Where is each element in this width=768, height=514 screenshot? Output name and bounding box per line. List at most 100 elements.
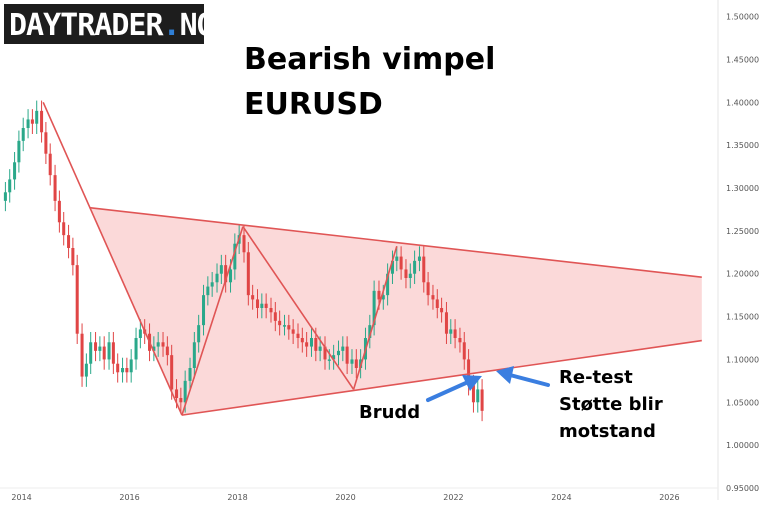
candle-body — [111, 342, 115, 364]
candle-body — [287, 325, 291, 330]
y-tick-label: 1.35000 — [726, 141, 759, 150]
candle-body — [467, 359, 471, 386]
y-tick-labels: 1.50000 1.45000 1.40000 1.35000 1.30000 1.250… — [726, 13, 759, 493]
y-tick-label: 1.50000 — [726, 13, 759, 22]
candle-body — [84, 363, 88, 377]
candle-body — [219, 265, 223, 274]
candle-body — [327, 359, 331, 361]
candle-body — [318, 346, 322, 351]
candle-body — [175, 389, 179, 398]
candle-body — [53, 175, 57, 201]
candle-body — [273, 312, 277, 321]
candle-body — [62, 222, 66, 236]
candle-body — [350, 359, 354, 364]
candle-body — [197, 325, 201, 343]
candle-body — [417, 256, 421, 261]
lower-trendline — [181, 339, 702, 416]
x-tick-label: 2024 — [551, 493, 571, 502]
candle-body — [246, 252, 250, 296]
candle-body — [161, 342, 165, 347]
candle-body — [170, 355, 174, 390]
candle-body — [134, 338, 138, 360]
candle-body — [399, 256, 403, 270]
candle-body — [30, 119, 34, 124]
candle-body — [390, 260, 394, 274]
candle-body — [381, 295, 385, 300]
x-tick-label: 2020 — [335, 493, 355, 502]
chart-title-line1: Bearish vimpel — [244, 42, 495, 77]
candle-body — [57, 200, 61, 223]
candle-body — [278, 320, 282, 326]
candle-body — [462, 342, 466, 360]
annotation-retest-line3: motstand — [559, 421, 656, 442]
flagpole-line — [42, 101, 183, 416]
candle-body — [233, 243, 237, 270]
zigzag-up-2 — [352, 246, 398, 390]
y-tick-label: 1.30000 — [726, 184, 759, 193]
candle-body — [229, 269, 233, 283]
logo-text-main: DAYTRADER — [9, 8, 164, 43]
candle-body — [282, 325, 287, 327]
candle-body — [202, 295, 206, 326]
annotation-retest-line2: Støtte blir — [559, 394, 663, 415]
candle-body — [453, 329, 457, 338]
y-tick-label: 0.95000 — [726, 484, 759, 493]
candle-body — [368, 325, 372, 338]
x-tick-label: 2014 — [11, 493, 31, 502]
candle-body — [458, 338, 462, 343]
y-tick-label: 1.05000 — [726, 398, 759, 407]
candle-body — [125, 368, 129, 373]
candle-body — [210, 282, 214, 287]
candle-body — [94, 342, 98, 351]
candle-body — [98, 346, 102, 351]
x-tick-label: 2016 — [119, 493, 139, 502]
candle-body — [242, 235, 246, 253]
y-tick-label: 1.40000 — [726, 98, 759, 107]
logo-text-dot: . — [163, 8, 180, 43]
candle-body — [67, 235, 71, 248]
candle-body — [377, 290, 381, 300]
candle-body — [449, 329, 453, 334]
candle-body — [152, 346, 156, 351]
candle-body — [440, 308, 444, 313]
candle-body — [13, 162, 17, 180]
candle-body — [179, 398, 183, 403]
y-tick-label: 1.00000 — [726, 441, 759, 450]
candle-body — [426, 282, 430, 296]
candle-body — [192, 342, 196, 368]
candle-body — [188, 368, 192, 381]
candle-body — [107, 342, 111, 360]
candle-body — [296, 333, 300, 338]
candle-body — [17, 140, 21, 163]
y-tick-label: 1.20000 — [726, 270, 759, 279]
candle-body — [305, 342, 309, 347]
candle-body — [71, 248, 75, 266]
candle-body — [341, 346, 345, 351]
candle-body — [44, 132, 48, 154]
candle-body — [40, 110, 44, 133]
candle-body — [431, 295, 435, 300]
zigzag-down-1 — [242, 226, 355, 390]
candle-body — [300, 338, 304, 343]
candle-body — [102, 346, 106, 360]
candle-body — [332, 355, 336, 360]
candle-body — [435, 299, 439, 308]
candle-body — [183, 380, 187, 403]
candle-body — [224, 265, 228, 283]
svg-text:DAYTRADER.NO: DAYTRADER.NO — [9, 8, 214, 43]
candle-body — [26, 119, 30, 128]
x-tick-label: 2026 — [659, 493, 679, 502]
candle-body — [404, 269, 408, 278]
candle-body — [395, 256, 399, 261]
candle-body — [215, 273, 219, 283]
candle-body — [408, 273, 412, 278]
candle-body — [255, 299, 260, 308]
y-tick-label: 1.25000 — [726, 227, 759, 236]
candle-body — [422, 256, 426, 283]
candle-body — [75, 265, 79, 334]
candle-body — [354, 359, 358, 368]
upper-trendline — [89, 206, 702, 278]
candle-body — [345, 346, 349, 364]
candle-body — [336, 350, 340, 356]
candle-body — [89, 342, 93, 364]
